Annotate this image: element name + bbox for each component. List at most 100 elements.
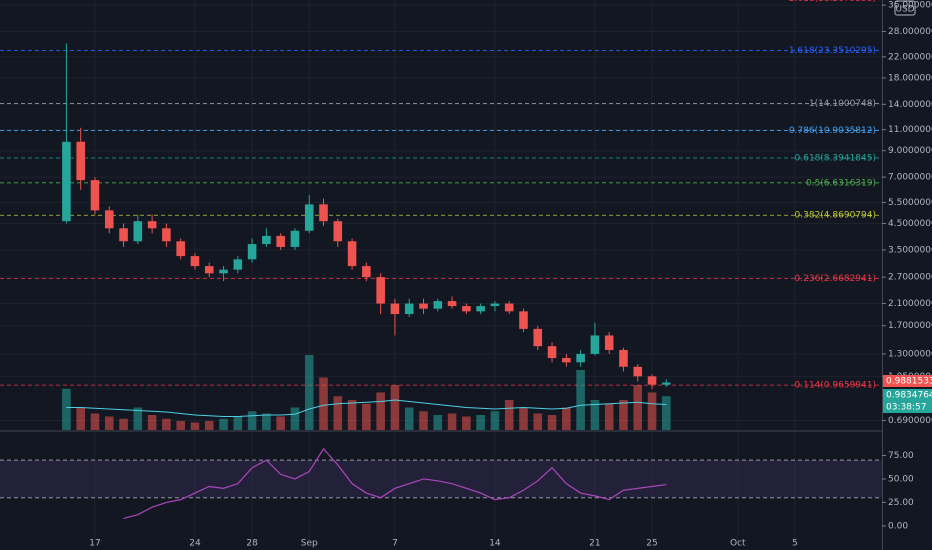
volume-bar (119, 418, 128, 430)
volume-bar (347, 400, 357, 430)
fib-label: 0.618(8.3941845) (795, 154, 876, 164)
candle-body (447, 301, 457, 307)
y-tick-label: 4.5000000 (888, 219, 932, 229)
volume-bar (204, 421, 214, 430)
volume-bar (533, 413, 543, 430)
candle-body (519, 311, 528, 329)
volume-bar (547, 415, 557, 430)
candle-body (647, 376, 657, 385)
y-tick-label: 25.00 (888, 498, 914, 508)
candle-body (590, 335, 600, 354)
volume-bar (233, 416, 243, 430)
price-tag (883, 401, 932, 413)
candle-body (462, 306, 471, 312)
rsi-line (123, 447, 667, 519)
y-tick-label: 18.0000000 (888, 73, 932, 83)
x-tick-label: 17 (89, 539, 100, 549)
x-tick-label: 7 (392, 539, 398, 549)
candle-body (619, 349, 628, 367)
candle-body (476, 306, 485, 312)
volume-bar (490, 411, 500, 430)
volume-bar (76, 407, 85, 430)
candle-body (133, 221, 143, 242)
volume-bar (162, 418, 171, 430)
y-tick-label: 1.3000000 (888, 349, 932, 359)
x-tick-label: 24 (189, 539, 201, 549)
fib-label: 0.786(10.9035812) (789, 126, 876, 136)
y-tick-label: 50.00 (888, 474, 914, 484)
volume-bar (190, 422, 200, 430)
y-tick-label: 11.0000000 (888, 125, 932, 135)
candle-body (362, 266, 371, 278)
volume-bar (604, 403, 614, 430)
volume-bar (590, 400, 600, 430)
volume-bar (633, 385, 643, 430)
price-tag-label: 0.9881533 (886, 377, 932, 387)
candle-body (504, 303, 514, 312)
volume-bar (362, 403, 371, 430)
candle-body (376, 277, 385, 304)
volume-bar (447, 413, 457, 430)
candle-body (62, 141, 71, 222)
candle-body (633, 366, 643, 377)
fib-label: 0.5(6.6316319) (806, 178, 876, 188)
candle-body (576, 353, 585, 363)
volume-bar (319, 377, 328, 430)
volume-bar (647, 392, 657, 430)
volume-bar (290, 407, 300, 430)
candle-body (290, 230, 300, 247)
y-tick-label: 22.0000000 (888, 52, 932, 62)
y-tick-label: 7.0000000 (888, 173, 932, 183)
price-tag (883, 389, 932, 401)
candle-body (304, 204, 314, 231)
price-tag (883, 375, 932, 387)
x-tick-label: 28 (246, 539, 258, 549)
y-tick-label: 1.7000000 (888, 321, 932, 331)
candle-body (562, 358, 571, 363)
y-tick-label: 9.0000000 (888, 146, 932, 156)
candle-body (390, 303, 400, 315)
volume-bar (147, 415, 157, 430)
candle-body (262, 235, 271, 245)
candle-body (662, 382, 671, 385)
fib-label: 0.236(2.6682941) (795, 274, 876, 284)
x-tick-label: Oct (730, 539, 746, 549)
y-tick-label: 3.5000000 (888, 245, 932, 255)
volume-bar (576, 370, 585, 430)
volume-bar (62, 388, 71, 430)
y-tick-label: 14.0000000 (888, 100, 932, 110)
currency-box (894, 0, 916, 16)
rsi-band (0, 460, 882, 498)
fib-label: 0.114(0.9659941) (795, 381, 876, 391)
candle-body (533, 328, 543, 347)
volume-bar (247, 411, 257, 430)
volume-bar (390, 385, 400, 430)
volume-bar (376, 392, 385, 430)
candle-body (604, 335, 614, 350)
x-tick-label: Sep (301, 539, 318, 549)
fib-label: 1(14.1000748) (809, 99, 876, 109)
volume-bar (133, 407, 143, 430)
fib-label: 1.618(23.3510295) (789, 46, 876, 56)
candle-body (276, 235, 285, 247)
volume-bar (176, 421, 185, 430)
y-tick-label: 0.00 (888, 521, 908, 531)
y-tick-label: 2.7000000 (888, 273, 932, 283)
price-tag-label: 0.9834764 (886, 391, 932, 401)
candle-body (162, 228, 171, 242)
volume-bar (662, 396, 671, 430)
candle-body (347, 241, 357, 267)
volume-bar (419, 411, 428, 430)
y-tick-label: 0.6900000 (888, 416, 932, 426)
x-tick-label: 21 (589, 539, 600, 549)
volume-bar (90, 413, 100, 430)
volume-bar (404, 407, 414, 430)
y-tick-label: 28.0000000 (888, 27, 932, 37)
volume-bar (333, 396, 343, 430)
currency: USD (895, 5, 914, 15)
candle-body (433, 301, 443, 309)
candle-body (190, 256, 200, 267)
volume-bar (433, 415, 443, 430)
